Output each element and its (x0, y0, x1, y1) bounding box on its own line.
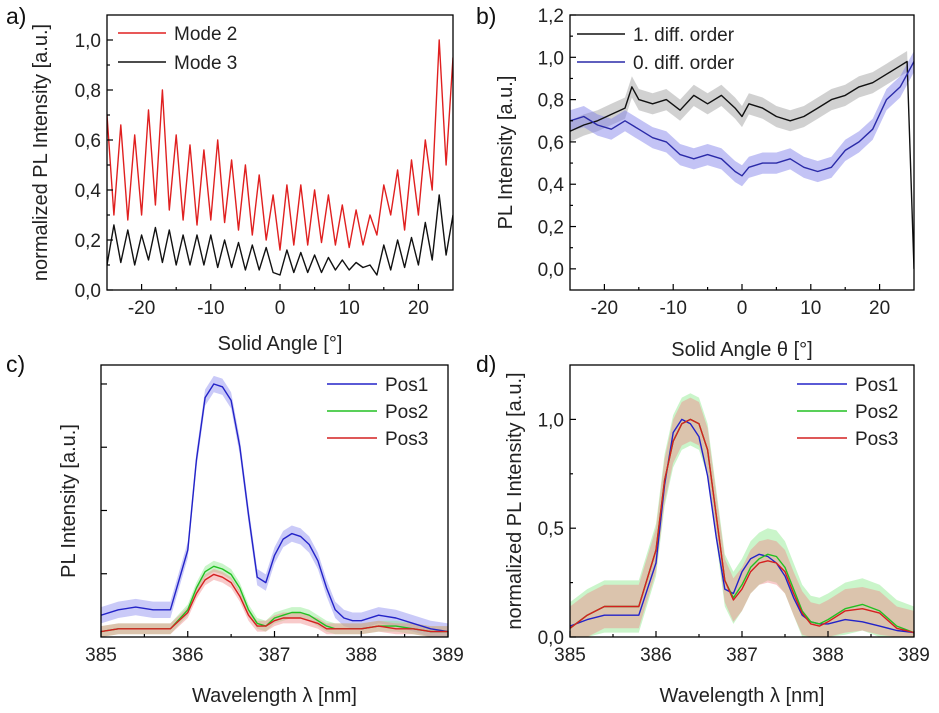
legend-label: Pos1 (855, 375, 898, 396)
panel-4: 385 386 387 388 389 0,0 0,5 1,0 Wavelength λ [nm… (476, 351, 930, 707)
y-tick-label: 0,0 (538, 260, 564, 281)
series-line-1 (107, 39, 453, 251)
x-axis-title: Solid Angle [°] (218, 333, 343, 355)
legend: 1. diff. order 0. diff. order (577, 25, 735, 74)
y-tick-label: 0,6 (538, 133, 564, 154)
y-tick-label: 0,8 (75, 81, 101, 102)
plot-area (570, 51, 914, 280)
panel-3: 385 386 387 388 389 Wavelength λ [nm] PL Inten… (6, 351, 464, 707)
x-tick-label: 20 (408, 298, 429, 319)
x-tick-label: 10 (800, 298, 821, 319)
x-tick-label: 385 (85, 645, 117, 666)
y-tick-label: 0,2 (538, 218, 564, 239)
legend-label: 0. diff. order (633, 53, 735, 74)
x-tick-label: 0 (737, 298, 748, 319)
x-tick-label: 389 (898, 645, 930, 666)
x-tick-label: 388 (345, 645, 377, 666)
x-tick-label: 387 (259, 645, 291, 666)
series-band-1 (101, 375, 448, 637)
x-axis-title: Wavelength λ [nm] (192, 685, 357, 707)
panel-2: -20 -10 0 10 20 0,0 0,2 0,4 0,6 0,8 1,0 1,2 Solid An… (476, 3, 915, 361)
legend: Pos1 Pos2 Pos3 (327, 375, 428, 450)
series-band-2 (570, 393, 914, 637)
series-line-1 (101, 383, 448, 633)
legend-label: Pos3 (855, 429, 898, 450)
plot-area (107, 39, 453, 276)
y-tick-label: 1,0 (538, 48, 564, 69)
series-band-3 (101, 569, 448, 637)
x-tick-label: -20 (591, 298, 618, 319)
y-tick-label: 0,8 (538, 91, 564, 112)
legend-label: Pos3 (385, 429, 428, 450)
y-axis-title: PL Intensity [a.u.] (58, 424, 80, 578)
legend-label: Mode 2 (174, 24, 237, 45)
legend-label: Pos2 (385, 402, 428, 423)
x-tick-label: 0 (275, 298, 286, 319)
x-tick-label: -10 (659, 298, 686, 319)
y-tick-label: 0,0 (75, 281, 101, 302)
x-tick-label: 10 (339, 298, 360, 319)
series-line-2 (107, 194, 453, 276)
series-line-3 (570, 418, 914, 634)
x-axis-title: Solid Angle θ [°] (671, 339, 812, 361)
y-tick-label: 0,5 (538, 519, 564, 540)
y-tick-label: 0,0 (538, 628, 564, 649)
plot-area (570, 393, 914, 637)
series-band-1 (570, 51, 914, 280)
y-tick-label: 0,2 (75, 231, 101, 252)
x-tick-label: 386 (172, 645, 204, 666)
y-tick-label: 0,6 (75, 131, 101, 152)
x-tick-label: -20 (128, 298, 155, 319)
panel-label: a) (6, 3, 26, 29)
x-tick-label: 20 (869, 298, 890, 319)
legend-label: 1. diff. order (633, 25, 735, 46)
series-line-3 (101, 573, 448, 633)
legend: Mode 2 Mode 3 (118, 24, 237, 74)
panel-label: b) (476, 3, 496, 29)
y-tick-label: 0,4 (538, 175, 565, 196)
x-tick-label: 389 (432, 645, 464, 666)
x-tick-label: 388 (812, 645, 844, 666)
y-tick-label: 0,4 (75, 181, 102, 202)
y-axis-title: normalized PL Intensity [a.u.] (30, 24, 52, 281)
x-tick-label: -10 (197, 298, 224, 319)
x-axis-title: Wavelength λ [nm] (660, 685, 825, 707)
panel-label: d) (476, 351, 496, 377)
y-axis-title: normalized PL Intensity [a.u.] (504, 372, 526, 629)
legend-label: Pos2 (855, 402, 898, 423)
series-line-1 (570, 60, 914, 269)
legend: Pos1 Pos2 Pos3 (797, 375, 898, 450)
y-tick-label: 1,0 (75, 31, 101, 52)
x-tick-label: 387 (726, 645, 758, 666)
plot-area (101, 375, 448, 637)
panel-1: -20 -10 0 10 20 0,0 0,2 0,4 0,6 0,8 1,0 Solid Angle… (6, 3, 454, 355)
y-axis-title: PL Intensity [a.u.] (495, 76, 517, 230)
x-tick-label: 385 (554, 645, 586, 666)
x-tick-label: 386 (640, 645, 672, 666)
panel-label: c) (6, 351, 25, 377)
y-tick-label: 1,0 (538, 410, 564, 431)
series-line-1 (570, 418, 914, 634)
y-tick-label: 1,2 (538, 6, 564, 27)
legend-label: Pos1 (385, 375, 428, 396)
series-line-2 (570, 61, 914, 177)
legend-label: Mode 3 (174, 53, 237, 74)
axes-frame (569, 14, 915, 291)
